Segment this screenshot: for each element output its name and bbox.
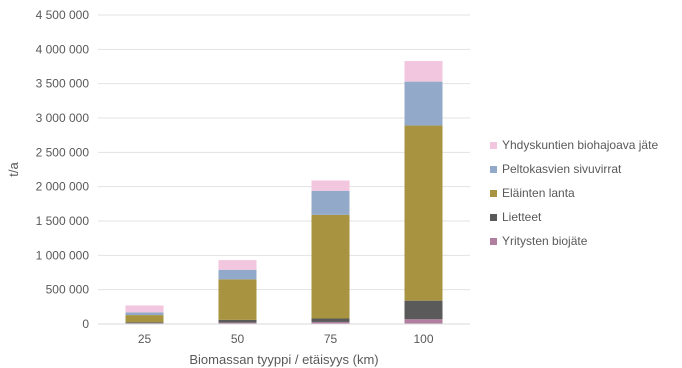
bar-segment (125, 315, 164, 323)
legend-swatch (490, 142, 497, 149)
x-axis-ticks: 25 50 75 100 (138, 332, 434, 346)
y-tick-label: 3 000 000 (36, 111, 90, 125)
bar-segment (218, 269, 257, 280)
y-tick-label: 4 500 000 (36, 8, 90, 22)
legend-label: Peltokasvien sivuvirrat (502, 162, 622, 176)
bar-segment (311, 180, 350, 191)
bar-segment (404, 319, 443, 324)
legend-label: Lietteet (502, 210, 542, 224)
x-tick-label: 100 (413, 332, 433, 346)
legend: Yhdyskuntien biohajoava jäte Peltokasvien… (490, 138, 658, 248)
y-axis-ticks: 0 500 000 1 000 000 1 500 000 2 000 000 2 500… (36, 8, 90, 331)
legend-swatch (490, 190, 497, 197)
legend-label: Eläinten lanta (502, 186, 575, 200)
bar-segment (404, 300, 443, 320)
y-tick-label: 2 500 000 (36, 145, 90, 159)
legend-label: Yritysten biojäte (502, 234, 588, 248)
bar-segment (404, 125, 443, 301)
legend-label: Yhdyskuntien biohajoava jäte (502, 138, 658, 152)
y-tick-label: 2 000 000 (36, 180, 90, 194)
y-tick-label: 1 000 000 (36, 248, 90, 262)
legend-swatch (490, 214, 497, 221)
bar-segment (311, 214, 350, 319)
bar-segment (311, 318, 350, 322)
bar-segment (125, 305, 164, 313)
bars (125, 61, 443, 324)
legend-swatch (490, 166, 497, 173)
y-tick-label: 3 500 000 (36, 77, 90, 91)
x-tick-label: 50 (231, 332, 245, 346)
bar-segment (218, 322, 257, 324)
y-tick-label: 4 000 000 (36, 42, 90, 56)
bar-segment (404, 81, 443, 126)
x-tick-label: 75 (324, 332, 338, 346)
bar-segment (218, 260, 257, 270)
y-axis-title: t/a (6, 162, 21, 177)
gridlines (98, 14, 470, 291)
y-tick-label: 1 500 000 (36, 214, 90, 228)
bar-segment (125, 312, 164, 316)
bar-segment (218, 319, 257, 323)
x-tick-label: 25 (138, 332, 152, 346)
bar-segment (311, 190, 350, 215)
legend-swatch (490, 238, 497, 245)
y-tick-label: 500 000 (46, 283, 90, 297)
y-tick-label: 0 (82, 317, 89, 331)
bar-segment (311, 321, 350, 324)
bar-segment (404, 61, 443, 82)
bar-segment (218, 279, 257, 320)
x-axis-title: Biomassan tyyppi / etäisyys (km) (189, 352, 378, 367)
bar-segment (125, 322, 164, 324)
